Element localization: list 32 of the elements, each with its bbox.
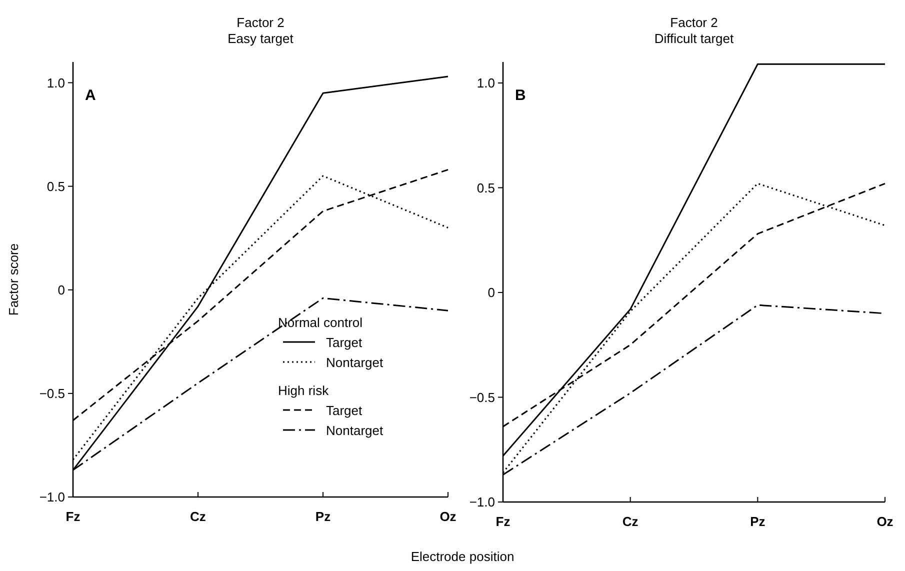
annotation: High risk [278, 383, 330, 398]
y-tick-label: −0.5 [39, 386, 65, 401]
y-axis-title: Factor score [6, 243, 21, 316]
x-tick-label: Pz [315, 509, 332, 524]
y-tick-label: 0.5 [476, 180, 495, 196]
x-tick-label: Cz [190, 509, 206, 524]
y-tick-label: −1.0 [39, 490, 65, 505]
x-tick-label: Pz [750, 514, 766, 529]
chart-title: Factor 2 [236, 15, 284, 30]
x-tick-label: Fz [496, 514, 511, 529]
chart-subtitle: Easy target [228, 31, 294, 46]
legend-label: Target [326, 403, 363, 418]
legend-label: Nontarget [326, 355, 384, 370]
legend-label: Nontarget [326, 423, 384, 438]
x-tick-label: Cz [622, 514, 639, 529]
y-tick-label: −1.0 [469, 494, 495, 510]
chart-subtitle: Difficult target [654, 31, 734, 46]
chart-title: Factor 2 [670, 15, 718, 30]
x-tick-label: Fz [66, 509, 81, 524]
x-tick-label: Oz [876, 514, 894, 529]
x-tick-label: Oz [440, 509, 457, 524]
annotation: Normal control [278, 315, 363, 330]
y-tick-label: 0.5 [46, 178, 65, 194]
y-tick-label: −0.5 [469, 390, 495, 405]
y-tick-label: 0 [488, 285, 495, 300]
x-axis-title: Electrode position [410, 549, 514, 564]
y-tick-label: 0 [58, 282, 65, 298]
legend-label: Target [326, 335, 363, 350]
annotation: B [515, 87, 526, 104]
annotation: A [85, 87, 96, 104]
y-tick-label: 1.0 [476, 76, 495, 90]
y-tick-label: 1.0 [46, 75, 65, 90]
